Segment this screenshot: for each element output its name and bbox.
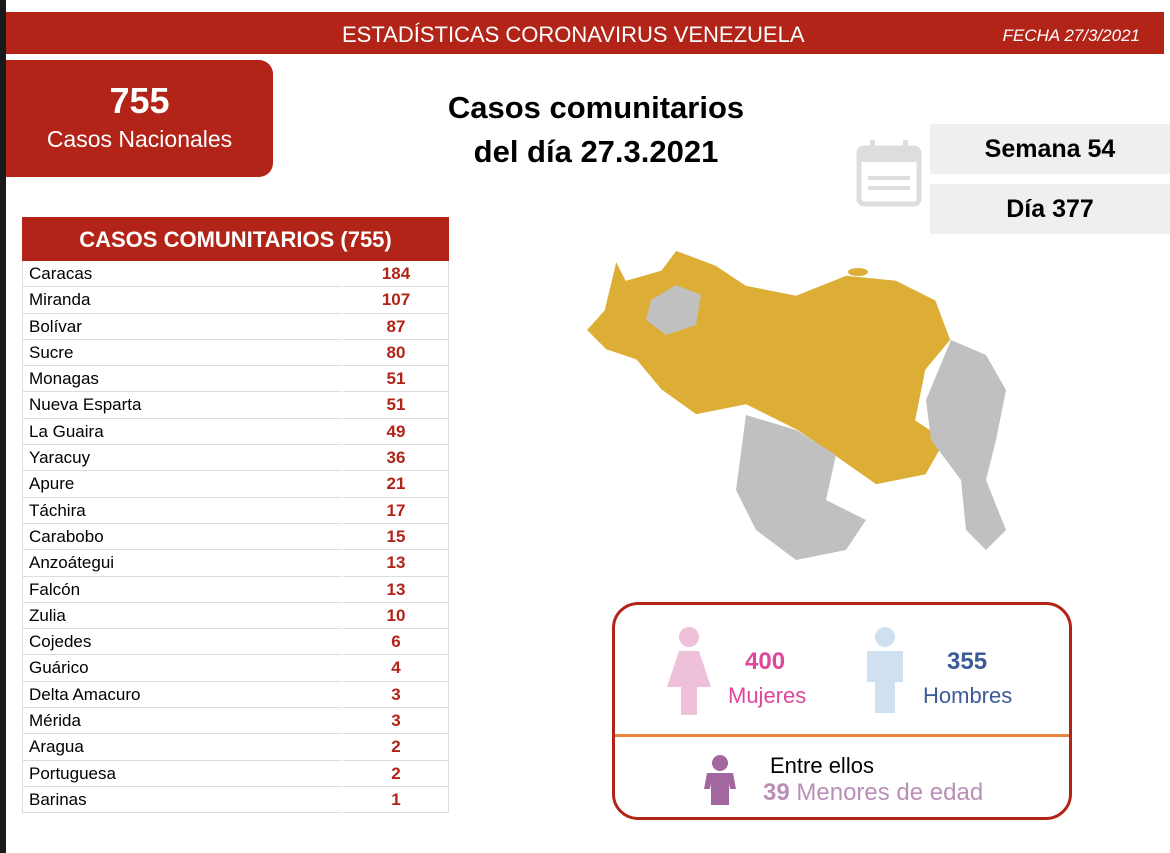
table-row: La Guaira 49 (22, 418, 449, 446)
national-count: 755 (109, 80, 170, 121)
title-line1: Casos comunitarios (447, 90, 745, 125)
state-name: Sucre (22, 339, 341, 367)
case-count: 4 (341, 655, 449, 682)
title-line2: del día 27.3.2021 (473, 134, 719, 169)
state-name: Barinas (22, 786, 341, 814)
case-count: 17 (341, 497, 449, 524)
case-count: 13 (341, 576, 449, 603)
minors-count: 39 (763, 779, 790, 806)
case-count: 15 (341, 523, 449, 551)
table-row: Bolívar 87 (22, 313, 449, 340)
state-name: Miranda (22, 287, 341, 314)
state-name: Carabobo (22, 523, 341, 551)
case-count: 51 (341, 392, 449, 419)
table-row: Monagas 51 (22, 366, 449, 393)
women-label: Mujeres (728, 683, 807, 708)
table-row: Zulia 10 (22, 602, 449, 630)
table-row: Carabobo 15 (22, 523, 449, 551)
case-count: 51 (341, 366, 449, 393)
case-count: 80 (341, 339, 449, 367)
state-name: Yaracuy (22, 445, 341, 472)
venezuela-map (584, 249, 1006, 560)
case-count: 49 (341, 418, 449, 446)
state-name: Aragua (22, 734, 341, 761)
state-name: Mérida (22, 708, 341, 735)
state-name: Nueva Esparta (22, 392, 341, 419)
table-row: Mérida 3 (22, 708, 449, 735)
divider (615, 734, 1069, 737)
case-count: 10 (341, 602, 449, 630)
week-label: Semana 54 (930, 124, 1170, 174)
state-name: Portuguesa (22, 760, 341, 787)
table-row: Aragua 2 (22, 734, 449, 761)
table-row: Cojedes 6 (22, 629, 449, 656)
state-name: Falcón (22, 576, 341, 603)
state-name: Cojedes (22, 629, 341, 656)
case-count: 2 (341, 734, 449, 761)
state-name: Apure (22, 471, 341, 498)
child-icon (704, 755, 736, 805)
table-row: Portuguesa 2 (22, 760, 449, 787)
woman-icon (667, 627, 711, 715)
table-row: Yaracuy 36 (22, 445, 449, 472)
table-row: Nueva Esparta 51 (22, 392, 449, 419)
state-name: Anzoátegui (22, 550, 341, 577)
men-count: 355 (947, 648, 988, 675)
header-date: FECHA 27/3/2021 (1002, 26, 1140, 45)
man-icon (867, 627, 903, 713)
table-row: Apure 21 (22, 471, 449, 498)
table-row: Guárico 4 (22, 655, 449, 682)
minors-label: Menores de edad (796, 779, 984, 806)
table-row: Caracas 184 (22, 261, 449, 288)
table-row: Falcón 13 (22, 576, 449, 603)
men-label: Hombres (923, 683, 1013, 708)
national-label: Casos Nacionales (46, 126, 233, 152)
state-name: Táchira (22, 497, 341, 524)
table-header: CASOS COMUNITARIOS (755) (22, 217, 449, 261)
state-name: Zulia (22, 602, 341, 630)
table-row: Táchira 17 (22, 497, 449, 524)
infographic: ESTADÍSTICAS CORONAVIRUS VENEZUELA FECHA… (6, 0, 1170, 853)
case-count: 1 (341, 786, 449, 814)
state-name: Delta Amacuro (22, 681, 341, 709)
state-name: Caracas (22, 261, 341, 288)
case-count: 21 (341, 471, 449, 498)
case-count: 3 (341, 708, 449, 735)
case-count: 6 (341, 629, 449, 656)
case-count: 13 (341, 550, 449, 577)
case-count: 2 (341, 760, 449, 787)
header-bar: ESTADÍSTICAS CORONAVIRUS VENEZUELA FECHA… (6, 12, 1164, 54)
cases-table: CASOS COMUNITARIOS (755) Caracas 184 Miran… (22, 217, 449, 814)
calendar-icon (856, 140, 922, 207)
national-cases-card: 755 Casos Nacionales (6, 60, 273, 177)
table-row: Sucre 80 (22, 339, 449, 367)
case-count: 184 (341, 261, 449, 288)
case-count: 3 (341, 681, 449, 709)
state-name: Guárico (22, 655, 341, 682)
table-row: Miranda 107 (22, 287, 449, 314)
women-count: 400 (745, 648, 786, 675)
minors-line: 39 Menores de edad (763, 779, 983, 807)
table-row: Barinas 1 (22, 786, 449, 814)
case-count: 107 (341, 287, 449, 314)
table-row: Anzoátegui 13 (22, 550, 449, 577)
state-name: La Guaira (22, 418, 341, 446)
gender-breakdown-box: 400 Mujeres 355 Hombres Entre ellos 39 M… (612, 602, 1072, 820)
table-row: Delta Amacuro 3 (22, 681, 449, 709)
state-name: Bolívar (22, 313, 341, 340)
case-count: 36 (341, 445, 449, 472)
among-label: Entre ellos (770, 753, 874, 778)
page-title: Casos comunitarios del día 27.3.2021 (386, 86, 806, 174)
day-label: Día 377 (930, 184, 1170, 234)
case-count: 87 (341, 313, 449, 340)
state-name: Monagas (22, 366, 341, 393)
header-title: ESTADÍSTICAS CORONAVIRUS VENEZUELA (342, 22, 805, 47)
